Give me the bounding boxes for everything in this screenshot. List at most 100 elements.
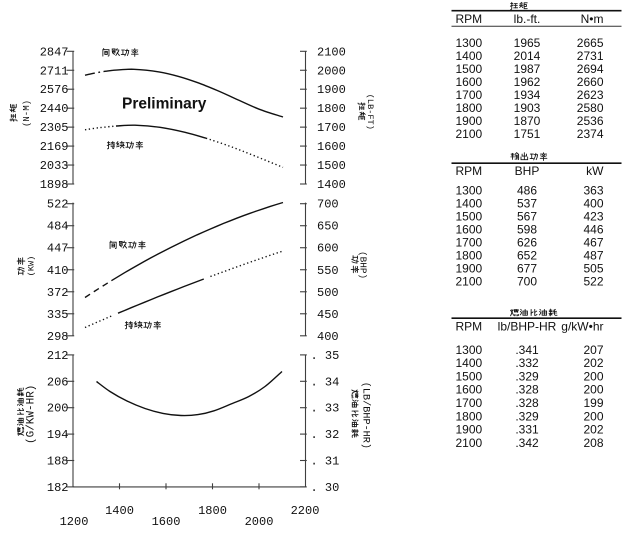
svg-text:1700: 1700	[456, 236, 483, 250]
svg-text:1900: 1900	[456, 423, 483, 437]
svg-text:1700: 1700	[317, 121, 346, 135]
svg-text:522: 522	[583, 275, 603, 289]
svg-text:1300: 1300	[456, 36, 483, 50]
svg-text:kW: kW	[586, 164, 604, 178]
svg-text:467: 467	[583, 236, 603, 250]
svg-text:1900: 1900	[456, 262, 483, 276]
svg-text:2623: 2623	[577, 88, 604, 102]
svg-text:182: 182	[47, 481, 69, 495]
svg-text:202: 202	[583, 423, 603, 437]
svg-text:1500: 1500	[456, 62, 483, 76]
svg-text:1900: 1900	[317, 83, 346, 97]
svg-text:.331: .331	[515, 423, 539, 437]
svg-text:1400: 1400	[456, 49, 483, 63]
svg-text:(KW): (KW)	[26, 256, 36, 277]
svg-text:212: 212	[47, 349, 69, 363]
svg-text:BHP: BHP	[515, 164, 540, 178]
svg-text:677: 677	[517, 262, 537, 276]
svg-text:1700: 1700	[456, 88, 483, 102]
svg-text:1600: 1600	[152, 515, 181, 529]
svg-text:1300: 1300	[456, 184, 483, 198]
svg-text:505: 505	[583, 262, 603, 276]
svg-text:2169: 2169	[40, 140, 69, 154]
svg-text:(LB-FT): (LB-FT)	[365, 94, 375, 130]
svg-text:700: 700	[317, 198, 339, 212]
svg-text:652: 652	[517, 249, 537, 263]
svg-text:2440: 2440	[40, 102, 69, 116]
svg-text:1800: 1800	[456, 101, 483, 115]
svg-text:202: 202	[583, 356, 603, 370]
svg-text:447: 447	[47, 242, 69, 256]
svg-text:.328: .328	[515, 383, 539, 397]
svg-text:2576: 2576	[40, 83, 69, 97]
svg-text:. 34: . 34	[311, 375, 340, 389]
svg-text:lb/BHP-HR: lb/BHP-HR	[498, 320, 557, 334]
svg-text:600: 600	[317, 242, 339, 256]
svg-text:.329: .329	[515, 409, 539, 423]
svg-text:. 32: . 32	[311, 428, 340, 442]
svg-text:1600: 1600	[456, 383, 483, 397]
svg-text:1962: 1962	[514, 75, 541, 89]
svg-text:199: 199	[583, 396, 603, 410]
svg-text:1400: 1400	[456, 356, 483, 370]
svg-text:2014: 2014	[514, 49, 541, 63]
svg-text:N•m: N•m	[581, 12, 604, 26]
svg-text:194: 194	[47, 428, 69, 442]
svg-text:2711: 2711	[40, 64, 69, 78]
svg-text:.332: .332	[515, 356, 539, 370]
svg-text:1200: 1200	[60, 515, 89, 529]
svg-text:298: 298	[47, 330, 69, 344]
svg-text:363: 363	[583, 184, 603, 198]
svg-text:.342: .342	[515, 436, 539, 450]
svg-text:1500: 1500	[317, 159, 346, 173]
svg-text:2694: 2694	[577, 62, 604, 76]
svg-text:400: 400	[583, 197, 603, 211]
svg-text:(G/KW-HR): (G/KW-HR)	[25, 385, 37, 444]
svg-text:2660: 2660	[577, 75, 604, 89]
svg-text:2100: 2100	[456, 436, 483, 450]
svg-text:1600: 1600	[317, 140, 346, 154]
svg-text:2580: 2580	[577, 101, 604, 115]
svg-text:1400: 1400	[317, 178, 346, 192]
svg-text:.328: .328	[515, 396, 539, 410]
svg-text:.341: .341	[515, 343, 539, 357]
svg-text:. 33: . 33	[311, 402, 340, 416]
svg-text:188: 188	[47, 455, 69, 469]
svg-text:423: 423	[583, 210, 603, 224]
svg-text:2000: 2000	[317, 64, 346, 78]
svg-text:206: 206	[47, 375, 69, 389]
svg-text:1400: 1400	[456, 197, 483, 211]
svg-text:1751: 1751	[514, 127, 541, 141]
svg-text:1800: 1800	[456, 409, 483, 423]
svg-text:486: 486	[517, 184, 537, 198]
svg-text:200: 200	[583, 369, 603, 383]
svg-text:1987: 1987	[514, 62, 541, 76]
svg-text:2100: 2100	[317, 45, 346, 59]
svg-text:1800: 1800	[317, 102, 346, 116]
svg-text:1898: 1898	[40, 178, 69, 192]
svg-text:450: 450	[317, 308, 339, 322]
svg-text:1500: 1500	[456, 210, 483, 224]
svg-text:400: 400	[317, 330, 339, 344]
svg-text:200: 200	[583, 409, 603, 423]
svg-text:1400: 1400	[105, 504, 134, 518]
svg-text:1600: 1600	[456, 75, 483, 89]
svg-text:. 30: . 30	[311, 481, 340, 495]
svg-text:372: 372	[47, 286, 69, 300]
svg-text:1800: 1800	[456, 249, 483, 263]
svg-text:484: 484	[47, 220, 69, 234]
svg-text:2305: 2305	[40, 121, 69, 135]
svg-text:1500: 1500	[456, 369, 483, 383]
svg-text:2731: 2731	[577, 49, 604, 63]
svg-text:500: 500	[317, 286, 339, 300]
svg-text:1600: 1600	[456, 223, 483, 237]
svg-text:. 31: . 31	[311, 455, 340, 469]
svg-text:RPM: RPM	[456, 320, 483, 334]
svg-text:2665: 2665	[577, 36, 604, 50]
svg-text:. 35: . 35	[311, 349, 340, 363]
svg-text:650: 650	[317, 220, 339, 234]
svg-text:208: 208	[583, 436, 603, 450]
svg-text:2200: 2200	[291, 504, 320, 518]
svg-text:1934: 1934	[514, 88, 541, 102]
svg-text:1965: 1965	[514, 36, 541, 50]
